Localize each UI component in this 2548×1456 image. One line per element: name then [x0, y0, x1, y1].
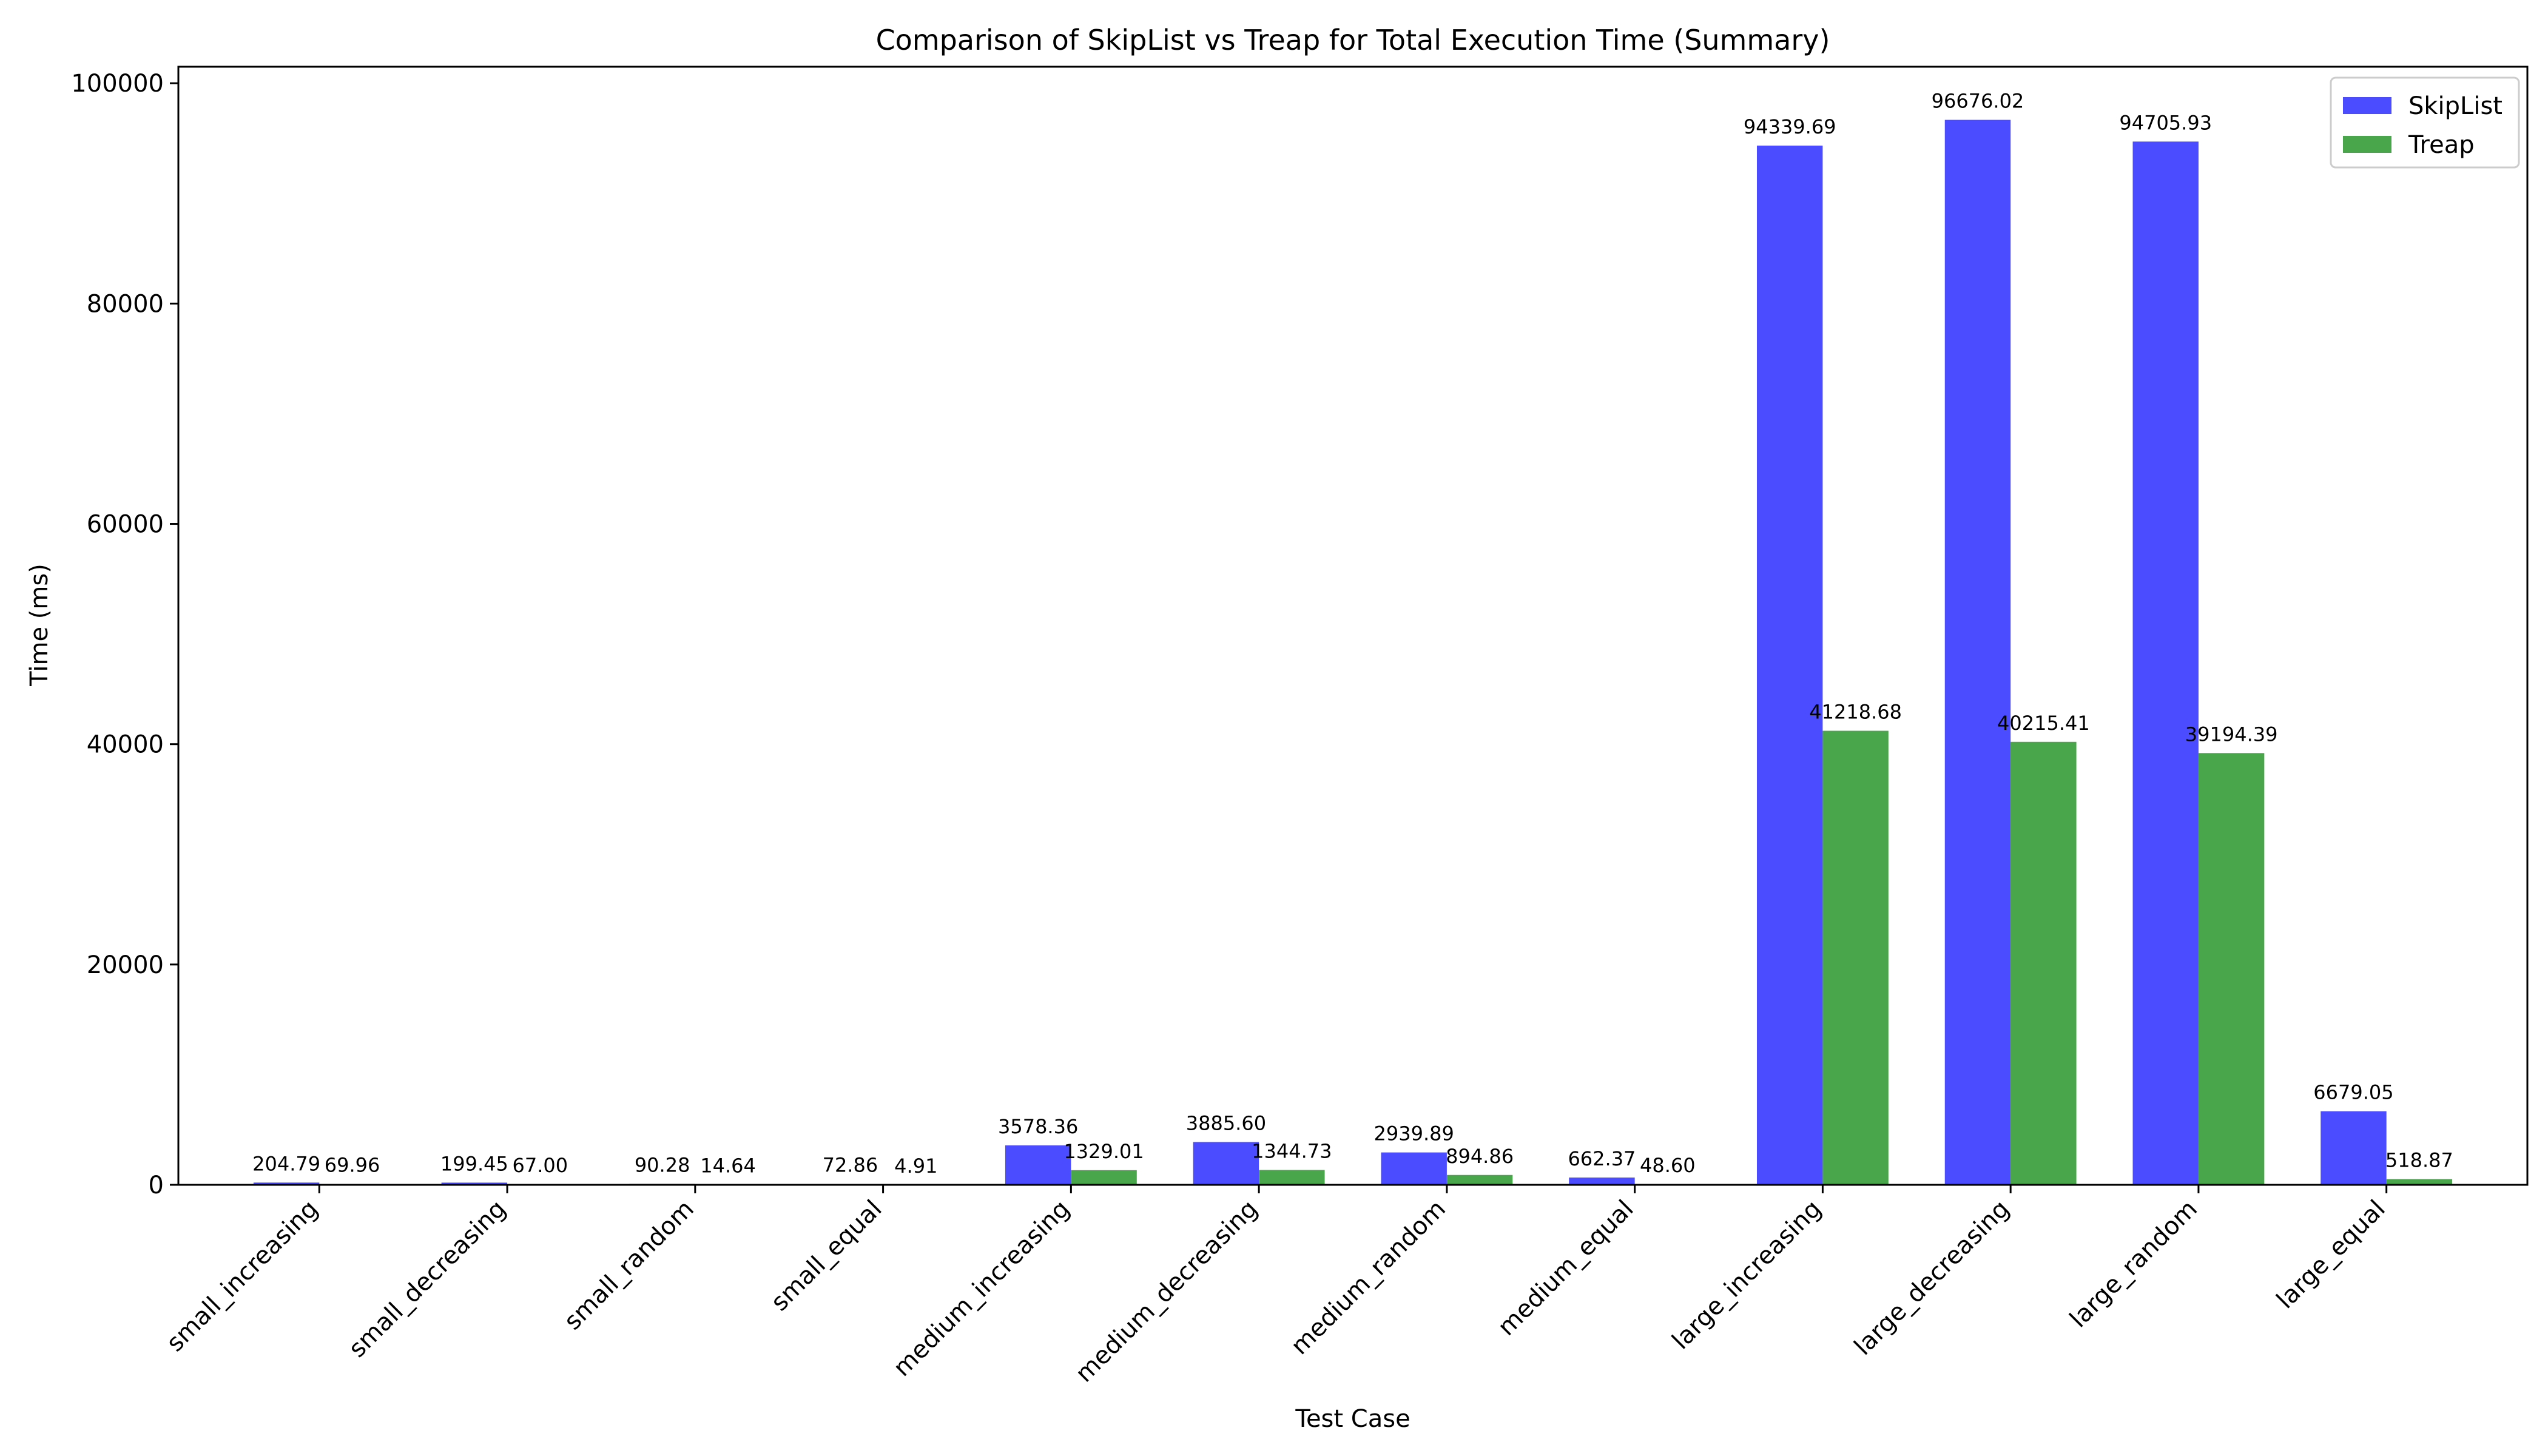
bar-value-label: 72.86 [823, 1154, 878, 1177]
y-axis-ticks: 0 20000 40000 60000 80000 100000 [71, 70, 178, 1199]
x-tick-label: medium_equal [1492, 1195, 1639, 1341]
bar-value-label: 1344.73 [1252, 1140, 1332, 1163]
legend-label: SkipList [2408, 92, 2502, 120]
bar-value-label: 4.91 [894, 1154, 937, 1178]
legend-swatch-treap [2343, 136, 2391, 153]
bar-skiplist [1569, 1177, 1635, 1185]
x-tick-label: large_increasing [1667, 1195, 1827, 1355]
x-tick-label: large_equal [2271, 1195, 2391, 1315]
bar-value-label: 6679.05 [2313, 1081, 2393, 1104]
x-tick-label: small_increasing [161, 1195, 324, 1358]
x-tick-label: medium_increasing [888, 1195, 1075, 1382]
x-tick-label: large_random [2064, 1195, 2203, 1333]
bar-skiplist [1005, 1145, 1071, 1185]
bar-value-label: 204.79 [252, 1152, 320, 1175]
bar-skiplist [1756, 146, 1823, 1185]
legend: SkipList Treap [2330, 76, 2520, 169]
bar-value-label: 1329.01 [1063, 1140, 1144, 1163]
bar-skiplist [253, 1182, 320, 1185]
bar-skiplist [1944, 120, 2011, 1185]
bar-skiplist [2320, 1111, 2387, 1185]
bar-treap [1822, 730, 1889, 1185]
y-tick-label: 60000 [87, 511, 164, 539]
bar-value-label: 894.86 [1446, 1145, 1514, 1168]
legend-label: Treap [2408, 131, 2475, 159]
bar-skiplist [1193, 1142, 1259, 1185]
bar-treap [1259, 1170, 1325, 1185]
bar-value-label: 67.00 [512, 1154, 568, 1177]
y-tick-label: 0 [149, 1171, 164, 1199]
y-tick-label: 20000 [87, 951, 164, 979]
x-tick-label: large_decreasing [1849, 1195, 2015, 1361]
x-tick-label: medium_decreasing [1070, 1195, 1263, 1388]
bar-skiplist [1381, 1152, 1447, 1185]
bar-value-label: 94339.69 [1744, 115, 1836, 138]
x-tick-label: small_equal [766, 1195, 887, 1316]
bar-treap [2386, 1179, 2453, 1185]
bar-value-label: 94705.93 [2119, 111, 2212, 134]
y-tick-label: 80000 [87, 290, 164, 318]
bar-value-label: 2939.89 [1374, 1122, 1454, 1145]
bar-value-label: 96676.02 [1932, 90, 2024, 113]
bar-value-label: 90.28 [635, 1153, 690, 1176]
plot-area-frame [177, 66, 2529, 1186]
bar-value-label: 48.60 [1640, 1154, 1696, 1177]
bar-value-label: 199.45 [440, 1152, 508, 1175]
x-axis-label: Test Case [1295, 1405, 1410, 1433]
x-tick-label: small_decreasing [343, 1195, 511, 1363]
bar-skiplist [2132, 141, 2199, 1185]
bar-value-label: 40215.41 [1997, 712, 2090, 735]
bar-value-label: 3578.36 [998, 1115, 1078, 1138]
chart-title: Comparison of SkipList vs Treap for Tota… [876, 24, 1830, 56]
bar-series [253, 120, 2453, 1185]
y-tick-label: 40000 [87, 731, 164, 759]
bar-treap [2198, 753, 2265, 1185]
bar-value-label: 69.96 [325, 1154, 380, 1177]
bar-treap [1071, 1170, 1137, 1185]
y-tick-label: 100000 [71, 70, 164, 98]
x-axis-ticks: small_increasing small_decreasing small_ra… [161, 1185, 2391, 1388]
bar-value-label: 39194.39 [2185, 723, 2278, 746]
bar-value-label: 518.87 [2385, 1149, 2453, 1172]
y-axis-label: Time (ms) [25, 564, 53, 687]
bar-value-label: 14.64 [700, 1154, 756, 1178]
bar-treap [2010, 741, 2077, 1185]
bar-skiplist [441, 1182, 508, 1185]
legend-swatch-skiplist [2343, 97, 2391, 114]
bar-value-labels: 204.79 199.45 90.28 72.86 3578.36 3885.60 2939… [252, 90, 2453, 1178]
x-tick-label: medium_random [1286, 1195, 1451, 1361]
bar-value-label: 3885.60 [1186, 1111, 1266, 1134]
x-tick-label: small_random [559, 1195, 699, 1336]
bar-treap [1446, 1175, 1513, 1185]
bar-value-label: 41218.68 [1809, 701, 1902, 724]
bar-value-label: 662.37 [1568, 1147, 1636, 1170]
